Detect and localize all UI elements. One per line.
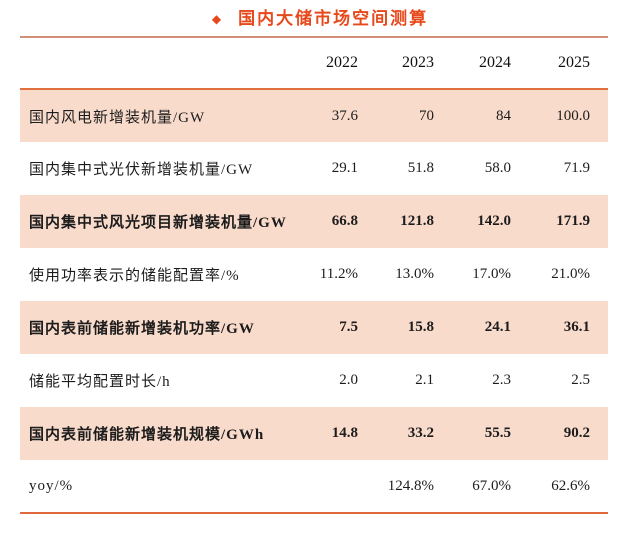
row-label: yoy/% — [29, 477, 74, 494]
row-label: 国内表前储能新增装机功率/GW — [29, 321, 255, 337]
table-row: 国内集中式光伏新增装机量/GW 29.1 51.8 58.0 71.9 — [20, 142, 608, 195]
row-value: 100.0 — [556, 107, 590, 124]
row-value: 37.6 — [331, 107, 358, 124]
row-value: 33.2 — [407, 425, 434, 441]
row-value: 67.0% — [472, 477, 511, 494]
header-year-2025: 2025 — [558, 54, 590, 71]
table-row: yoy/% 124.8% 67.0% 62.6% — [20, 460, 608, 513]
table-row: 使用功率表示的储能配置率/% 11.2% 13.0% 17.0% 21.0% — [20, 248, 608, 301]
row-value: 55.5 — [484, 425, 511, 441]
table-row: 国内风电新增装机量/GW 37.6 70 84 100.0 — [20, 89, 608, 142]
row-value: 29.1 — [331, 160, 358, 176]
row-value: 66.8 — [331, 213, 358, 229]
header-empty-cell — [20, 37, 300, 89]
row-label: 国内集中式光伏新增装机量/GW — [29, 162, 254, 178]
header-year-2024: 2024 — [479, 54, 511, 71]
table-row: 国内集中式风光项目新增装机量/GW 66.8 121.8 142.0 171.9 — [20, 195, 608, 248]
row-value: 2.5 — [571, 372, 590, 388]
row-value: 90.2 — [563, 425, 590, 441]
row-value: 51.8 — [407, 160, 434, 176]
row-label: 使用功率表示的储能配置率/% — [29, 268, 240, 284]
row-value: 17.0% — [472, 266, 511, 282]
row-value: 71.9 — [563, 160, 590, 176]
row-value: 58.0 — [484, 160, 511, 176]
row-value: 14.8 — [331, 425, 358, 441]
row-value: 2.0 — [339, 372, 358, 388]
table-row: 国内表前储能新增装机规模/GWh 14.8 33.2 55.5 90.2 — [20, 407, 608, 460]
row-label: 国内表前储能新增装机规模/GWh — [29, 427, 265, 443]
row-value: 142.0 — [477, 213, 511, 229]
data-table: 2022 2023 2024 2025 国内风电新增装机量/GW 37.6 70 84 100… — [20, 36, 608, 514]
row-value: 2.3 — [492, 372, 511, 388]
report-table-figure: ◆ 国内大储市场空间测算 2022 2023 2024 2025 国内风电新增装机量/G… — [0, 0, 640, 514]
row-value: 21.0% — [551, 266, 590, 282]
table-row: 储能平均配置时长/h 2.0 2.1 2.3 2.5 — [20, 354, 608, 407]
row-value: 13.0% — [395, 266, 434, 282]
row-label: 储能平均配置时长/h — [29, 374, 171, 390]
row-value: 24.1 — [484, 319, 511, 335]
header-year-2022: 2022 — [326, 54, 358, 71]
row-value: 124.8% — [387, 477, 434, 494]
row-value: 36.1 — [563, 319, 590, 335]
row-value: 84 — [496, 107, 511, 124]
row-value: 171.9 — [556, 213, 590, 229]
row-value: 11.2% — [319, 266, 358, 282]
row-value: 7.5 — [339, 319, 358, 335]
table-header-row: 2022 2023 2024 2025 — [20, 37, 608, 89]
diamond-bullet-icon: ◆ — [211, 12, 222, 26]
row-value: 70 — [419, 107, 434, 124]
row-value: 121.8 — [400, 213, 434, 229]
table-title: 国内大储市场空间测算 — [238, 9, 429, 28]
row-value — [300, 460, 376, 513]
row-value: 15.8 — [407, 319, 434, 335]
row-value: 62.6% — [551, 477, 590, 494]
row-label: 国内风电新增装机量/GW — [29, 109, 206, 126]
table-caption: ◆ 国内大储市场空间测算 — [0, 0, 640, 32]
header-year-2023: 2023 — [402, 54, 434, 71]
row-label: 国内集中式风光项目新增装机量/GW — [29, 215, 287, 231]
row-value: 2.1 — [415, 372, 434, 388]
table-row: 国内表前储能新增装机功率/GW 7.5 15.8 24.1 36.1 — [20, 301, 608, 354]
